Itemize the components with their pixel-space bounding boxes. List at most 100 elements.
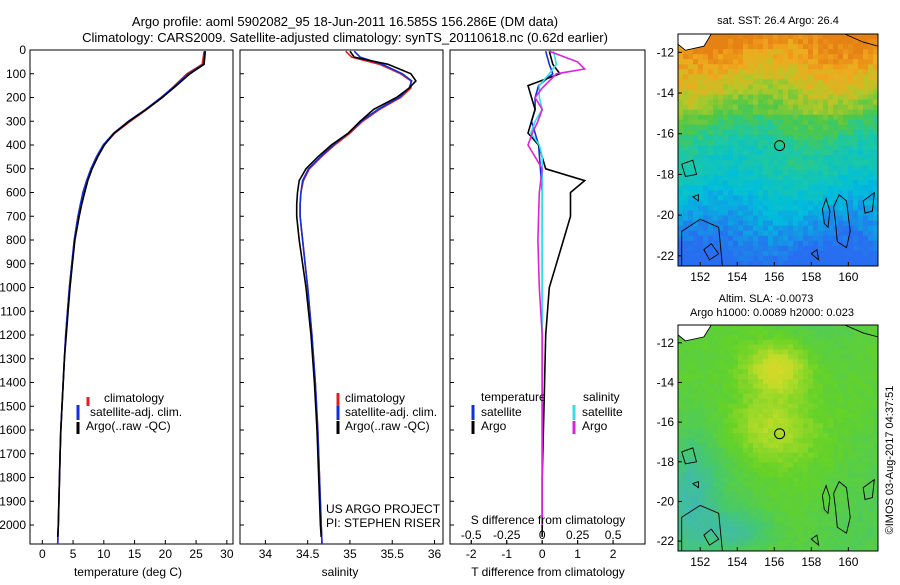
map-cell [753, 144, 759, 151]
map-cell [758, 374, 764, 380]
map-cell [848, 369, 854, 375]
map-cell [803, 521, 809, 527]
map-cell [813, 235, 819, 242]
map-cell [853, 374, 859, 380]
map-cell [808, 129, 814, 136]
map-cell [683, 482, 689, 488]
map-cell [768, 170, 774, 176]
map-cell [728, 536, 734, 542]
map-cell [788, 210, 794, 217]
map-cell [838, 79, 844, 85]
temperature-axes [29, 49, 234, 545]
map-cell [728, 325, 734, 331]
map-cell [783, 94, 789, 101]
map-cell [773, 200, 779, 206]
map-cell [828, 170, 834, 176]
map-cell [688, 423, 694, 429]
map-cell [703, 344, 709, 351]
map-cell [703, 210, 709, 217]
map-cell [808, 190, 814, 196]
map-cell [703, 364, 709, 370]
map-cell [723, 433, 729, 439]
map-cell [733, 541, 739, 547]
map-cell [688, 383, 694, 390]
map-cell [873, 220, 879, 227]
map-cell [783, 467, 789, 473]
map-cell [783, 325, 789, 331]
map-cell [743, 34, 749, 40]
map-cell [863, 423, 869, 429]
coastline [691, 194, 699, 202]
map-cell [743, 49, 749, 55]
map-cell [813, 325, 819, 331]
map-cell [773, 521, 779, 527]
map-cell [738, 109, 744, 116]
map-cell [863, 180, 869, 186]
map-cell [838, 89, 844, 96]
map-cell [748, 383, 754, 390]
map-cell [688, 54, 694, 60]
map-cell [763, 393, 769, 400]
map-cell [858, 215, 864, 222]
map-cell [823, 531, 829, 537]
map-cell [728, 403, 734, 410]
map-cell [788, 487, 794, 493]
map-cell [873, 64, 879, 70]
map-cell [743, 94, 749, 101]
map-cell [873, 165, 879, 171]
map-cell [828, 374, 834, 380]
map-cell [678, 94, 684, 101]
map-cell [803, 200, 809, 206]
map-cell [873, 210, 879, 217]
map-y-tick-label: -20 [657, 208, 675, 222]
map-cell [788, 34, 794, 40]
map-cell [713, 369, 719, 375]
map-cell [738, 39, 744, 45]
map-cell [833, 195, 839, 201]
map-cell [768, 89, 774, 96]
map-cell [873, 170, 879, 176]
map-cell [813, 220, 819, 227]
map-cell [723, 339, 729, 346]
map-cell [708, 180, 714, 186]
map-cell [838, 364, 844, 370]
map-cell [758, 511, 764, 518]
map-cell [728, 413, 734, 419]
map-cell [783, 457, 789, 464]
map-cell [703, 477, 709, 483]
map-cell [718, 442, 724, 449]
map-cell [838, 457, 844, 464]
map-cell [858, 369, 864, 375]
map-cell [748, 124, 754, 131]
map-cell [683, 393, 689, 400]
map-cell [863, 155, 869, 161]
map-cell [718, 150, 724, 156]
map-cell [873, 54, 879, 60]
map-cell [798, 413, 804, 419]
map-cell [778, 329, 784, 336]
map-cell [798, 344, 804, 351]
map-cell [863, 89, 869, 96]
map-cell [773, 398, 779, 405]
map-cell [763, 260, 769, 267]
map-cell [848, 230, 854, 237]
map-cell [678, 74, 684, 80]
map-cell [683, 245, 689, 252]
map-cell [818, 383, 824, 390]
map-cell [853, 546, 859, 552]
map-x-tick-label: 154 [727, 270, 747, 284]
map-cell [713, 69, 719, 75]
map-cell [838, 230, 844, 237]
map-cell [728, 129, 734, 136]
map-cell [733, 477, 739, 483]
map-cell [713, 452, 719, 459]
map-cell [828, 433, 834, 439]
map-cell [738, 255, 744, 262]
map-cell [728, 54, 734, 60]
map-x-tick-label: 160 [838, 555, 858, 569]
map-cell [833, 359, 839, 365]
map-cell [873, 144, 879, 151]
map-cell [703, 398, 709, 405]
map-cell [773, 49, 779, 55]
map-cell [823, 165, 829, 171]
